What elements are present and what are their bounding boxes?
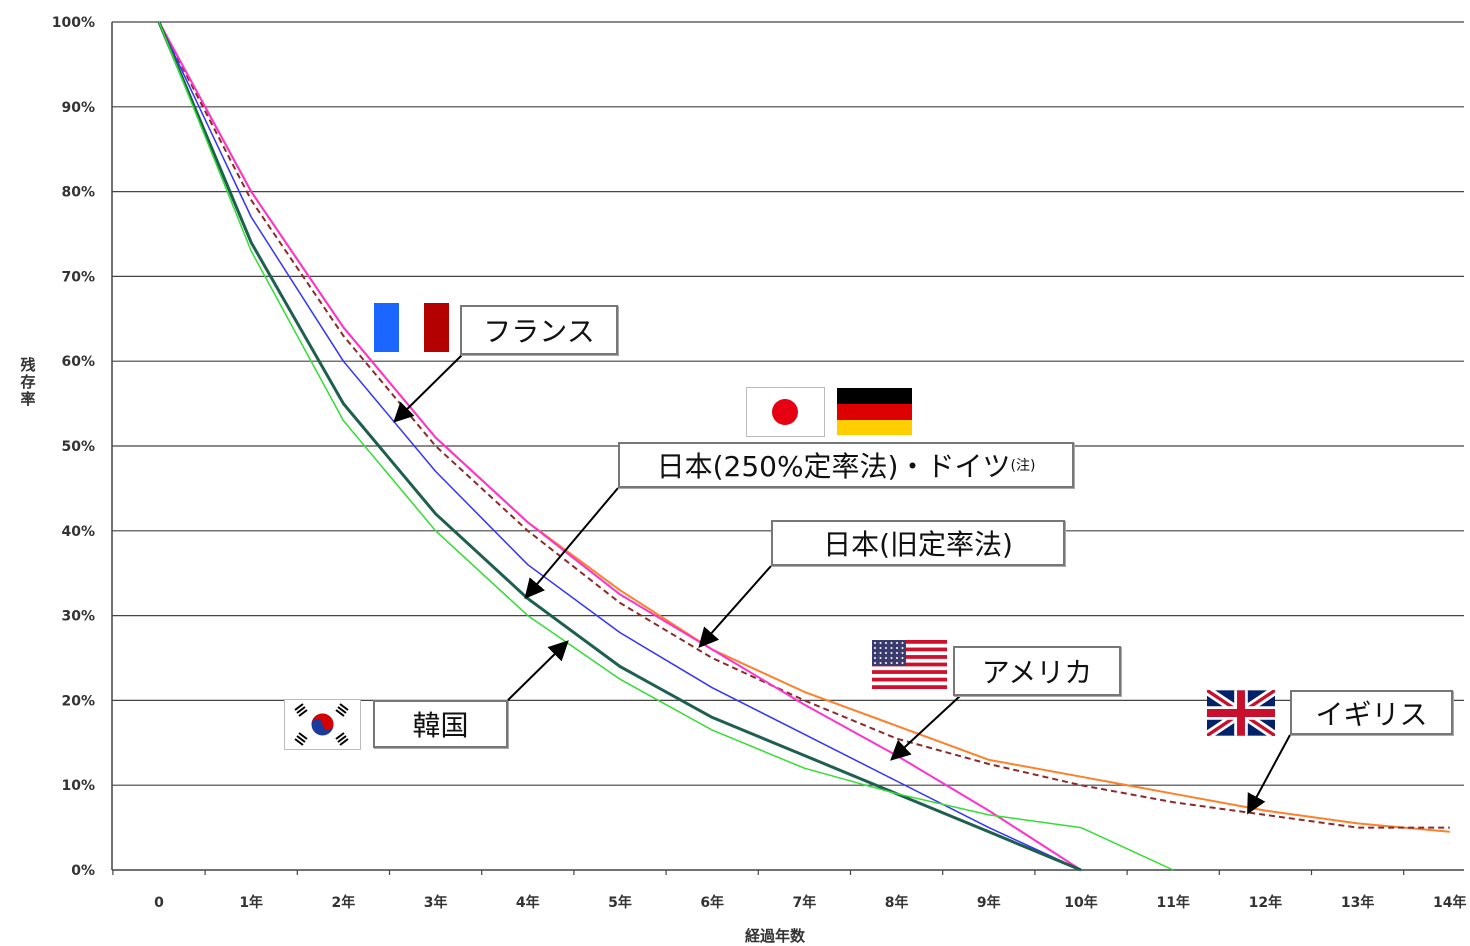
x-tick-label: 12年 xyxy=(1249,894,1282,911)
y-tick-label: 100% xyxy=(52,15,95,31)
x-tick-label: 14年 xyxy=(1433,894,1466,911)
x-tick-label: 11年 xyxy=(1156,894,1189,911)
label-france: フランス xyxy=(460,305,618,355)
japan-flag xyxy=(747,388,824,436)
france-flag xyxy=(374,303,449,352)
x-tick-label: 3年 xyxy=(424,894,448,911)
label-japan-germany-note: (注) xyxy=(1010,458,1036,474)
series-line-usa xyxy=(158,21,1174,871)
x-tick-label: 1年 xyxy=(239,894,263,911)
germany-flag xyxy=(837,388,912,435)
y-axis-title: 残存率 xyxy=(20,356,35,408)
series-line-france xyxy=(158,21,1082,871)
label-usa: アメリカ xyxy=(953,646,1121,696)
y-tick-label: 90% xyxy=(61,100,95,116)
label-uk: イギリス xyxy=(1290,690,1453,735)
label-japan-germany-main: 日本(250%定率法)・ドイツ xyxy=(656,450,1011,483)
label-japan-germany: 日本(250%定率法)・ドイツ (注) xyxy=(618,442,1074,488)
x-tick-label: 5年 xyxy=(608,894,632,911)
arrow-uk xyxy=(1247,734,1291,815)
y-tick-label: 0% xyxy=(71,863,95,879)
y-tick-label: 40% xyxy=(61,524,95,540)
uk-flag xyxy=(1207,690,1275,736)
usa-flag xyxy=(872,640,947,689)
series-line-korea xyxy=(157,21,1082,872)
x-tick-label: 9年 xyxy=(977,894,1001,911)
x-tick-label: 13年 xyxy=(1341,894,1374,911)
axes xyxy=(111,22,1464,875)
y-tick-label: 60% xyxy=(61,354,95,370)
x-tick-label: 0 xyxy=(154,895,164,911)
label-japan-old: 日本(旧定率法) xyxy=(771,520,1065,566)
arrow-japan-germany xyxy=(524,487,619,600)
y-tick-label: 50% xyxy=(61,439,95,455)
series-lines xyxy=(157,21,1450,872)
arrow-usa xyxy=(890,695,961,761)
x-tick-label: 10年 xyxy=(1064,894,1097,911)
y-tick-label: 20% xyxy=(61,693,95,709)
x-axis-title: 経過年数 xyxy=(745,927,806,945)
series-line-jp_old xyxy=(158,21,1082,871)
y-tick-label: 80% xyxy=(61,185,95,201)
tick-labels: 0% 10% 20% 30% 40% 50% 60% 70% 80% 90% 100% 0 1年 2年 3年… xyxy=(52,15,1467,911)
callout-arrows xyxy=(393,354,1291,815)
x-tick-label: 8年 xyxy=(885,894,909,911)
arrow-france xyxy=(393,354,463,423)
label-korea: 韓国 xyxy=(373,700,508,748)
x-tick-label: 2年 xyxy=(332,894,356,911)
arrow-korea xyxy=(507,640,569,701)
series-line-jp_de xyxy=(158,21,1450,829)
y-tick-label: 30% xyxy=(61,609,95,625)
x-tick-label: 6年 xyxy=(700,894,724,911)
korea-flag xyxy=(285,700,360,749)
arrow-japan-old xyxy=(698,565,772,648)
y-tick-label: 70% xyxy=(61,269,95,285)
x-tick-label: 7年 xyxy=(793,894,817,911)
x-tick-label: 4年 xyxy=(516,894,540,911)
y-tick-label: 10% xyxy=(61,778,95,794)
